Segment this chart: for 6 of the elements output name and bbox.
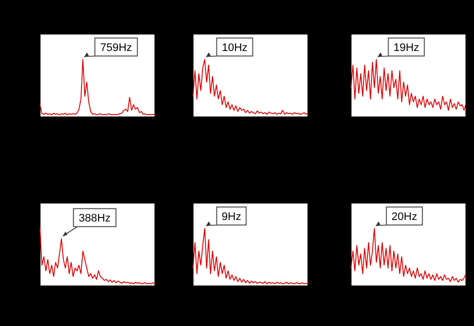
text: 10Hz xyxy=(222,42,248,54)
text: 19Hz xyxy=(393,42,420,54)
text: 759Hz xyxy=(100,42,132,54)
text: 388Hz xyxy=(78,212,111,225)
text: 9Hz xyxy=(222,211,242,223)
text: 20Hz xyxy=(392,211,418,223)
